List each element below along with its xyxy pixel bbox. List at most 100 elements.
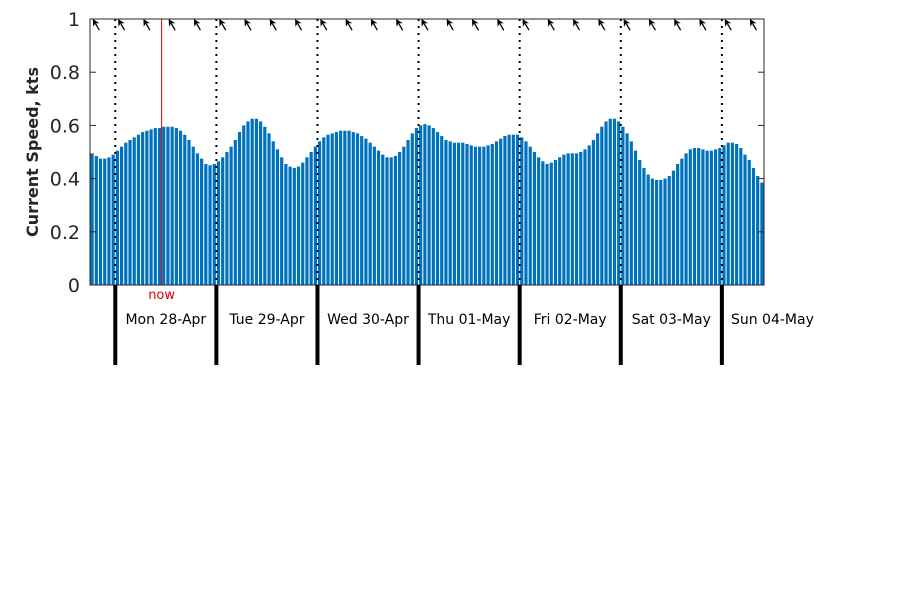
bar: [187, 140, 191, 285]
direction-arrow-icon: [92, 18, 100, 31]
bar: [490, 144, 494, 285]
direction-arrow-icon: [573, 18, 581, 31]
bar: [562, 154, 566, 285]
bar: [119, 146, 124, 285]
bar: [254, 118, 258, 285]
bar: [225, 152, 229, 285]
bar: [406, 140, 410, 285]
bar: [183, 134, 187, 285]
bar: [625, 133, 629, 285]
bar: [456, 142, 461, 285]
bar: [339, 130, 343, 285]
bar: [503, 136, 507, 285]
bar: [343, 130, 347, 285]
bar: [98, 158, 103, 285]
bar: [208, 165, 212, 285]
bar: [515, 134, 520, 285]
bar: [141, 132, 145, 285]
bar: [688, 149, 692, 285]
bar: [709, 150, 713, 285]
bar: [393, 155, 398, 285]
bar: [532, 152, 537, 285]
bar: [292, 167, 296, 285]
bar: [461, 142, 465, 285]
bar: [600, 126, 604, 285]
bar: [435, 132, 440, 285]
bar: [524, 141, 528, 285]
bar: [355, 133, 360, 285]
bar: [756, 175, 760, 285]
bar: [612, 118, 617, 285]
y-tick-label: 1: [68, 9, 80, 31]
bar: [541, 161, 545, 285]
now-marker: now: [148, 19, 175, 303]
day-label: Sun 04-May: [731, 312, 814, 328]
direction-arrow-icon: [547, 18, 555, 31]
bar: [537, 157, 541, 285]
bar: [423, 124, 427, 285]
bar: [288, 166, 292, 285]
bar: [663, 178, 667, 285]
bar: [760, 182, 764, 285]
bar: [195, 153, 200, 285]
bar: [621, 126, 625, 285]
direction-arrow-icon: [674, 18, 682, 31]
bar: [726, 142, 730, 285]
bar: [246, 121, 250, 285]
bar: [402, 146, 406, 285]
bar: [233, 140, 237, 285]
bar: [574, 153, 579, 285]
bar: [250, 118, 254, 285]
bar: [351, 132, 355, 285]
direction-arrow-icon: [244, 18, 252, 31]
bar-series: [90, 118, 764, 286]
bar: [684, 153, 688, 285]
bar: [107, 157, 111, 285]
bar: [545, 163, 549, 285]
bar: [178, 130, 183, 285]
bar: [124, 142, 128, 285]
bar: [608, 118, 612, 285]
day-label: Tue 29-Apr: [228, 312, 304, 328]
bar: [579, 152, 583, 285]
bar: [676, 163, 680, 285]
bar: [305, 157, 309, 285]
direction-arrow-icon: [446, 18, 454, 31]
bar: [347, 130, 351, 285]
day-boundary-ticks: [113, 285, 724, 365]
bar: [654, 179, 659, 285]
bar: [275, 149, 280, 285]
direction-arrow-icon: [345, 18, 353, 31]
day-label: Fri 02-May: [534, 312, 607, 328]
bar: [128, 140, 132, 285]
bar: [389, 157, 393, 285]
y-tick-label: 0: [68, 275, 80, 297]
direction-arrow-icon: [497, 18, 505, 31]
bar: [94, 155, 98, 285]
bar: [242, 125, 246, 286]
bar: [701, 149, 705, 285]
bar: [136, 134, 141, 285]
bar: [372, 146, 376, 285]
bar: [507, 134, 511, 285]
bar: [448, 141, 452, 285]
direction-arrow-icon: [269, 18, 277, 31]
bar: [322, 137, 326, 285]
bar: [162, 126, 166, 285]
bar: [212, 163, 216, 285]
bar: [368, 142, 372, 285]
bar: [334, 132, 339, 285]
bar: [713, 149, 718, 285]
day-label: Thu 01-May: [427, 312, 511, 328]
now-label: now: [148, 288, 175, 303]
y-tick-label: 0.2: [50, 222, 80, 244]
bar: [427, 125, 431, 286]
bar: [680, 158, 684, 285]
bar: [751, 167, 756, 285]
direction-arrow-icon: [623, 18, 631, 31]
bar: [103, 158, 107, 285]
bar: [229, 146, 233, 285]
bar: [385, 157, 389, 285]
